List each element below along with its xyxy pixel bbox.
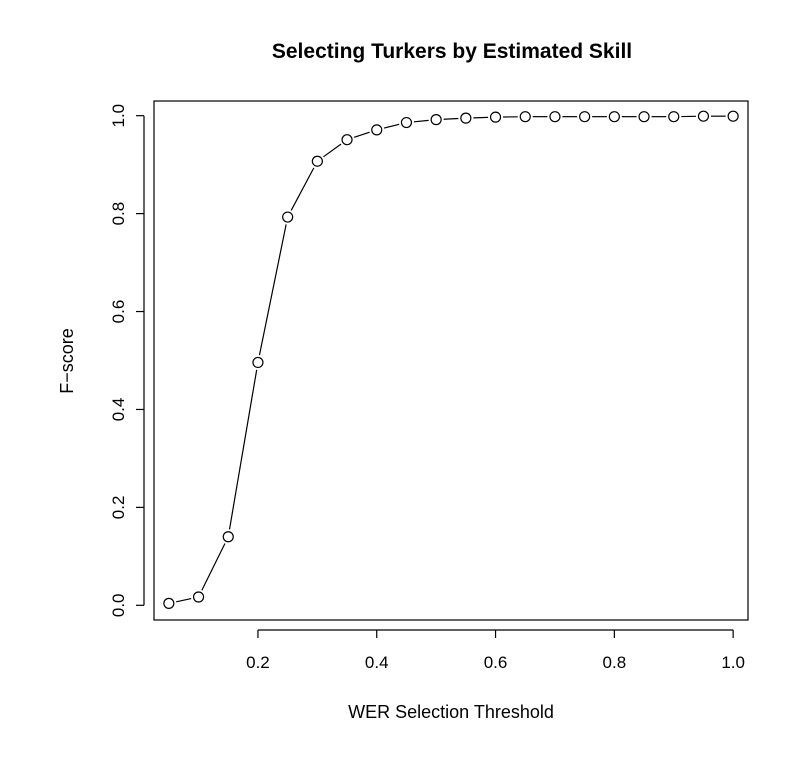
data-point bbox=[163, 597, 175, 609]
y-tick-label: 0.0 bbox=[109, 593, 128, 617]
line-segment bbox=[290, 167, 315, 211]
x-tick-label: 0.4 bbox=[365, 653, 389, 672]
data-point bbox=[489, 111, 502, 123]
data-point bbox=[608, 111, 620, 123]
x-axis-label: WER Selection Threshold bbox=[348, 702, 554, 722]
chart-title: Selecting Turkers by Estimated Skill bbox=[272, 40, 632, 63]
x-tick-label: 0.8 bbox=[603, 653, 627, 672]
data-point bbox=[252, 356, 264, 369]
data-point bbox=[192, 591, 205, 603]
data-point bbox=[460, 112, 472, 124]
line-segment bbox=[413, 119, 429, 123]
x-axis: 0.2 0.4 0.6 0.8 1.0 bbox=[246, 629, 745, 672]
line-segment bbox=[383, 123, 400, 129]
data-point bbox=[430, 114, 442, 126]
line-segment bbox=[443, 117, 459, 120]
data-point bbox=[519, 111, 531, 123]
line-segment bbox=[258, 224, 287, 356]
y-tick-label: 1.0 bbox=[109, 104, 128, 128]
x-tick-label: 1.0 bbox=[721, 653, 745, 672]
data-point bbox=[697, 110, 710, 122]
series-points bbox=[163, 110, 739, 609]
data-point bbox=[549, 111, 561, 123]
y-axis-label: F−score bbox=[57, 328, 77, 394]
data-point bbox=[311, 155, 323, 167]
data-point bbox=[579, 111, 591, 123]
y-tick-label: 0.2 bbox=[109, 496, 128, 520]
y-axis: 0.0 0.2 0.4 0.6 0.8 1.0 bbox=[109, 104, 145, 617]
line-segment bbox=[201, 543, 226, 591]
y-tick-label: 0.6 bbox=[109, 300, 128, 324]
data-point bbox=[222, 531, 234, 543]
series-line bbox=[176, 115, 726, 603]
data-point bbox=[638, 111, 650, 123]
y-tick-label: 0.8 bbox=[109, 202, 128, 226]
line-segment bbox=[323, 143, 342, 158]
plot-frame bbox=[153, 100, 749, 621]
line-segment bbox=[353, 131, 370, 138]
data-point bbox=[371, 124, 383, 136]
line-segment bbox=[228, 369, 258, 530]
data-point bbox=[282, 211, 294, 223]
line-segment bbox=[176, 597, 192, 603]
y-tick-label: 0.4 bbox=[109, 398, 128, 422]
data-point bbox=[341, 134, 353, 146]
data-point bbox=[668, 111, 680, 123]
x-tick-label: 0.6 bbox=[484, 653, 508, 672]
data-point bbox=[727, 110, 739, 122]
data-point bbox=[400, 116, 413, 129]
x-tick-label: 0.2 bbox=[246, 653, 270, 672]
